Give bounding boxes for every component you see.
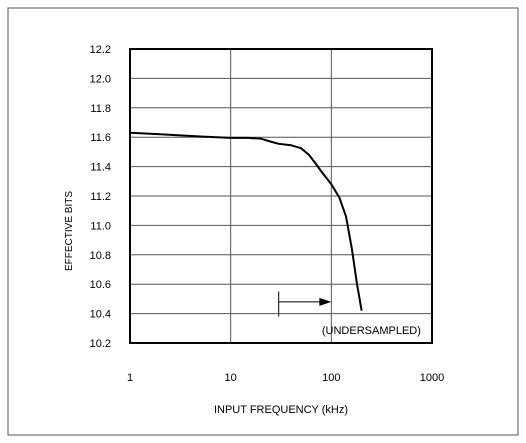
y-tick-label: 11.6: [90, 132, 111, 144]
y-tick-label: 11.0: [90, 220, 111, 232]
x-axis-label: INPUT FREQUENCY (kHz): [214, 404, 348, 416]
y-tick-label: 10.2: [90, 338, 111, 350]
x-tick-label: 1: [127, 372, 133, 384]
undersampled-arrow-head: [319, 297, 332, 306]
series: [129, 131, 363, 311]
annotation-label: (UNDERSAMPLED): [322, 325, 421, 337]
y-axis-label: EFFECTIVE BITS: [64, 191, 75, 271]
chart-frame: [7, 7, 519, 436]
series-line: [129, 131, 363, 311]
y-tick-label: 12.0: [90, 73, 111, 85]
y-tick-label: 10.4: [90, 309, 111, 321]
y-tick-label: 10.8: [90, 250, 111, 262]
y-tick-label: 11.4: [90, 162, 111, 174]
annotations: (UNDERSAMPLED): [278, 291, 421, 337]
y-tick-label: 11.2: [90, 191, 111, 203]
tick-labels: 10.2 10.4 10.6 10.8 11.0 11.2 11.4 11.6 11.8 12.0…: [90, 44, 445, 384]
x-tick-label: 100: [322, 372, 340, 384]
plot-area: [129, 48, 433, 344]
y-tick-label: 10.6: [90, 279, 111, 291]
y-tick-label: 12.2: [90, 44, 111, 56]
x-tick-label: 10: [225, 372, 237, 384]
y-tick-label: 11.8: [90, 103, 111, 115]
x-tick-label: 1000: [420, 372, 444, 384]
